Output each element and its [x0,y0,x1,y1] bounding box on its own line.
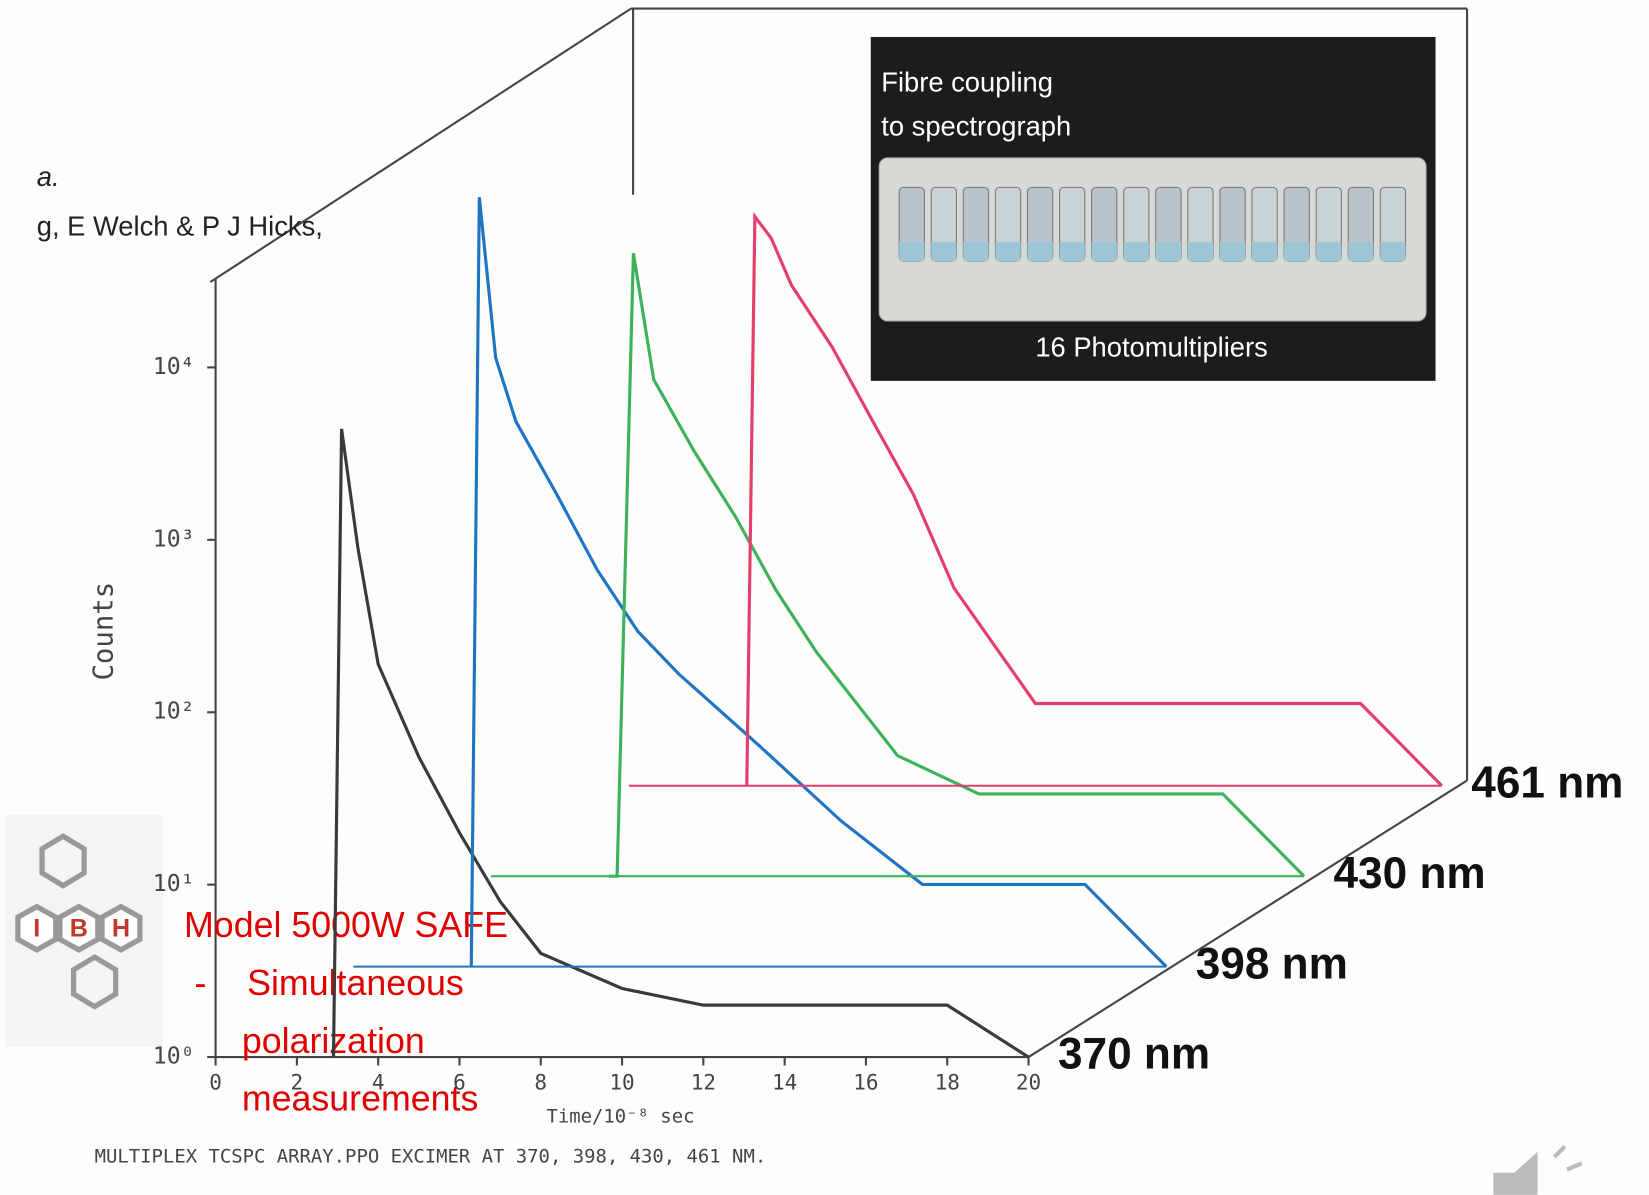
logo-letter: H [112,914,130,942]
tube-base [1059,242,1085,261]
y-tick-label: 10³ [153,526,195,552]
series-label: 461 nm [1471,758,1623,807]
logo-hex [57,903,101,953]
caption: MULTIPLEX TCSPC ARRAY.PPO EXCIMER AT 370… [95,1145,767,1167]
tube-base [1091,242,1117,261]
logo-hex [99,903,143,953]
series-line [609,253,1306,878]
series-label: 370 nm [1058,1030,1210,1079]
tube-base [1284,242,1310,261]
bullet-marker: - [195,963,207,1003]
logo-letter: I [33,914,40,942]
y-tick-label: 10⁴ [153,354,195,380]
x-tick-label: 2 [291,1069,304,1094]
photo-caption: to spectrograph [881,111,1071,142]
x-tick-label: 20 [1016,1069,1041,1094]
x-tick-label: 6 [453,1069,466,1094]
tubes [898,186,1407,262]
photo-box [878,157,1427,322]
x-tick-label: 0 [209,1069,222,1094]
tube-base [1219,242,1246,261]
bullet-line: Simultaneous [247,963,464,1003]
tube-base [1348,242,1374,261]
x-tick-label: 8 [534,1069,547,1094]
photo: Fibre coupling to spectrograph 16 Photom… [870,36,1436,381]
x-tick-label: 14 [772,1069,797,1094]
logo-hex [15,903,59,953]
x-tick-label: 18 [935,1069,960,1094]
photo-caption: Fibre coupling [881,67,1053,98]
y-tick-label: 10² [153,699,195,725]
y-tick-label: 10¹ [153,871,195,897]
cut-text: g, E Welch & P J Hicks, [37,211,323,242]
photo-caption: 16 Photomultipliers [1035,332,1267,363]
tube-base [1027,242,1053,261]
x-tick-label: 16 [853,1069,878,1094]
frame [209,7,1469,1059]
series-line [469,197,1168,968]
tube-base [1155,242,1182,261]
logo-letter: B [70,914,88,942]
tube-base [1123,242,1149,261]
speaker-icon [1493,1144,1583,1195]
tube-base [1380,242,1406,261]
tube-base [1316,242,1342,261]
x-tick-label: 10 [609,1069,634,1094]
series-line [331,428,1030,1059]
series-line [745,211,1443,787]
tube-base [931,242,957,261]
tube-base [995,242,1021,261]
cut-text: a. [37,161,60,192]
tube-base [963,242,989,261]
series-label: 398 nm [1196,939,1348,988]
tube-base [899,242,925,261]
x-tick-label: 12 [691,1069,716,1094]
bullet-line: measurements [242,1079,478,1119]
tube-base [1187,242,1214,261]
tube-base [1251,242,1278,261]
y-tick-label: 10⁰ [153,1044,195,1070]
series-label: 430 nm [1334,849,1486,898]
y-axis-label: Counts [89,582,120,681]
x-axis-label: Time/10⁻⁸ sec [546,1106,694,1128]
x-tick-label: 4 [372,1069,385,1094]
model-title: Model 5000W SAFE [184,905,508,945]
